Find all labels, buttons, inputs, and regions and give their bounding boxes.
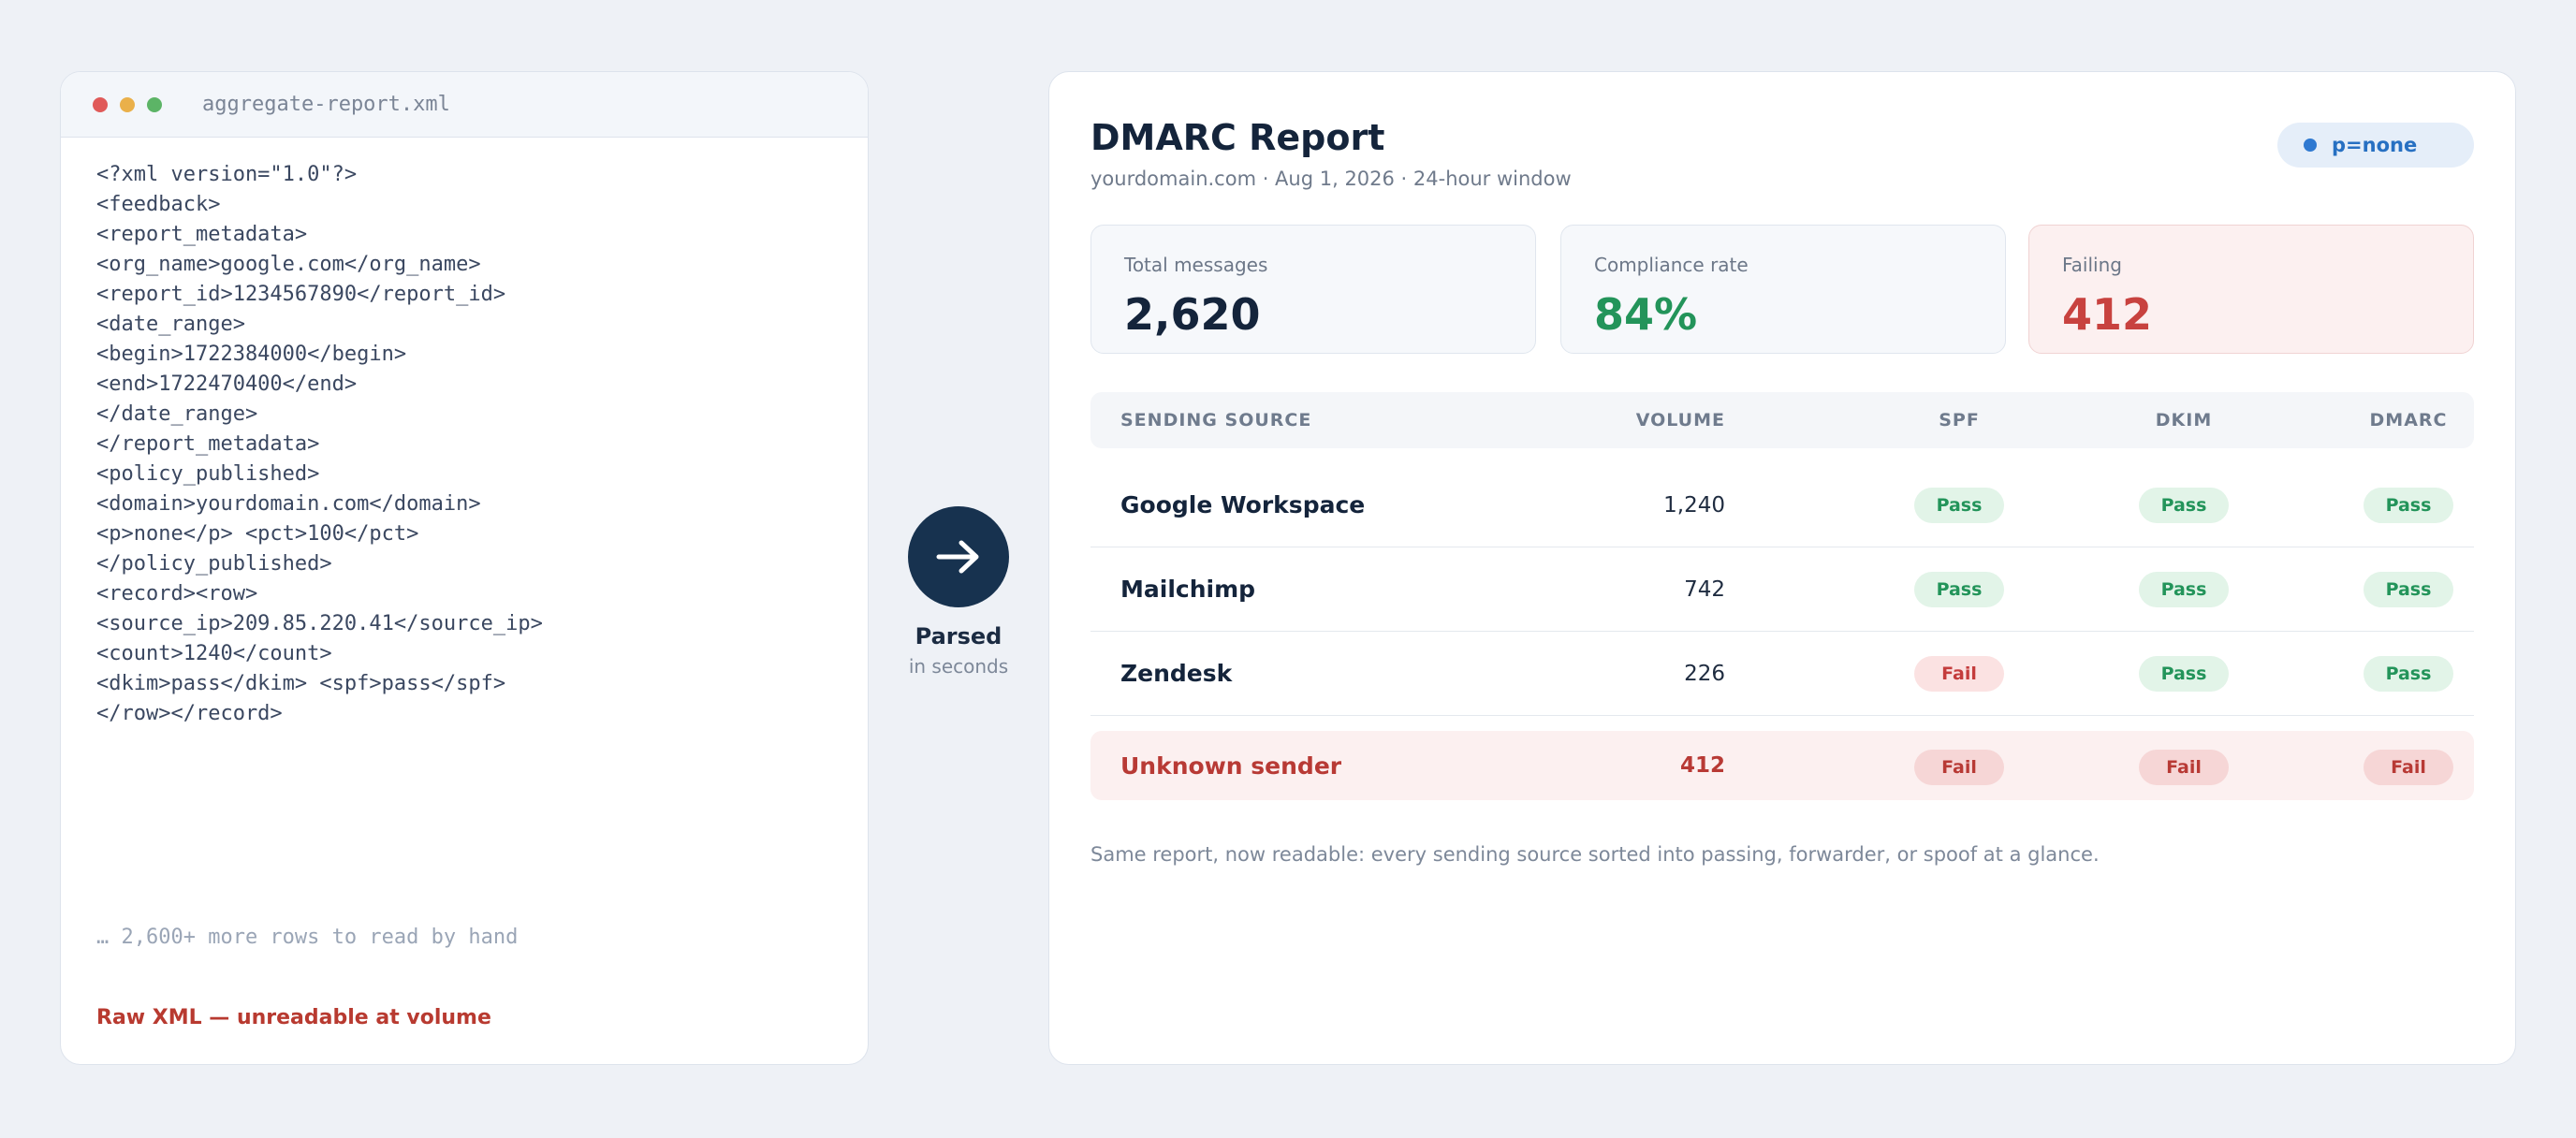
table-header: SENDING SOURCE VOLUME SPF DKIM DMARC: [1090, 392, 2474, 448]
xml-line: <org_name>google.com</org_name>: [96, 253, 481, 276]
stat-label: Compliance rate: [1594, 254, 1749, 276]
spf-status-badge: Fail: [1914, 656, 2004, 692]
source-name: Mailchimp: [1120, 576, 1256, 603]
table-row[interactable]: Zendesk 226 Fail Pass Pass: [1090, 632, 2474, 716]
xml-line: <date_range>: [96, 313, 245, 336]
parsed-label: Parsed: [915, 623, 1003, 649]
source-volume: 742: [1684, 576, 1725, 602]
xml-line: <p>none</p> <pct>100</pct>: [96, 522, 419, 546]
xml-window-titlebar: aggregate-report.xml: [61, 72, 868, 138]
xml-line: </date_range>: [96, 402, 258, 426]
stat-value: 412: [2062, 289, 2153, 340]
xml-code-block: <?xml version="1.0"?> <feedback> <report…: [61, 138, 868, 729]
table-row-unknown-sender[interactable]: Unknown sender 412 Fail Fail Fail: [1090, 731, 2474, 800]
stat-value: 84%: [1594, 289, 1698, 340]
dmarc-status-badge: Fail: [2364, 750, 2453, 785]
table-row[interactable]: Mailchimp 742 Pass Pass Pass: [1090, 547, 2474, 632]
xml-line: </row></record>: [96, 702, 283, 725]
column-header-spf[interactable]: SPF: [1939, 410, 1980, 430]
xml-line: <feedback>: [96, 193, 221, 216]
dkim-status-badge: Fail: [2139, 750, 2229, 785]
report-subtitle: yourdomain.com · Aug 1, 2026 · 24-hour w…: [1090, 168, 1572, 190]
column-header-volume[interactable]: VOLUME: [1635, 410, 1725, 430]
dkim-status-badge: Pass: [2139, 656, 2229, 692]
raw-xml-caption: Raw XML — unreadable at volume: [96, 1006, 491, 1029]
dmarc-report-panel: DMARC Report yourdomain.com · Aug 1, 202…: [1048, 71, 2516, 1065]
xml-line: </report_metadata>: [96, 432, 320, 456]
column-header-source[interactable]: SENDING SOURCE: [1120, 410, 1312, 430]
more-rows-note: … 2,600+ more rows to read by hand: [96, 926, 519, 949]
policy-badge-label: p=none: [2332, 134, 2418, 156]
close-window-dot[interactable]: [93, 96, 108, 112]
stat-card-total-messages: Total messages 2,620: [1090, 225, 1536, 354]
source-name: Unknown sender: [1120, 751, 1342, 780]
xml-line: <record><row>: [96, 582, 258, 605]
maximize-window-dot[interactable]: [147, 96, 162, 112]
xml-line: <source_ip>209.85.220.41</source_ip>: [96, 612, 543, 635]
table-row[interactable]: Google Workspace 1,240 Pass Pass Pass: [1090, 463, 2474, 547]
stat-label: Failing: [2062, 254, 2122, 276]
column-header-dkim[interactable]: DKIM: [2155, 410, 2213, 430]
source-name: Google Workspace: [1120, 491, 1366, 518]
stat-label: Total messages: [1124, 254, 1268, 276]
stat-value: 2,620: [1124, 289, 1261, 340]
spf-status-badge: Pass: [1914, 572, 2004, 607]
minimize-window-dot[interactable]: [120, 96, 135, 112]
spf-status-badge: Fail: [1914, 750, 2004, 785]
source-volume: 412: [1679, 753, 1725, 778]
xml-line: <policy_published>: [96, 462, 320, 486]
xml-line: <count>1240</count>: [96, 642, 332, 665]
spf-status-badge: Pass: [1914, 488, 2004, 523]
source-volume: 1,240: [1663, 492, 1725, 518]
dkim-status-badge: Pass: [2139, 572, 2229, 607]
xml-line: <?xml version="1.0"?>: [96, 163, 358, 186]
stat-card-failing: Failing 412: [2028, 225, 2474, 354]
source-volume: 226: [1684, 661, 1725, 686]
source-name: Zendesk: [1120, 660, 1233, 687]
xml-line: <domain>yourdomain.com</domain>: [96, 492, 481, 516]
report-footnote: Same report, now readable: every sending…: [1090, 843, 2100, 866]
xml-line: <report_id>1234567890</report_id>: [96, 283, 506, 306]
xml-line: <dkim>pass</dkim> <spf>pass</spf>: [96, 672, 506, 695]
column-header-dmarc[interactable]: DMARC: [2369, 410, 2448, 430]
stat-card-compliance-rate: Compliance rate 84%: [1560, 225, 2006, 354]
status-dot-icon: [2304, 139, 2317, 152]
dkim-status-badge: Pass: [2139, 488, 2229, 523]
xml-line: <report_metadata>: [96, 223, 308, 246]
xml-filename: aggregate-report.xml: [202, 93, 450, 116]
raw-xml-panel: aggregate-report.xml <?xml version="1.0"…: [60, 71, 869, 1065]
arrow-right-icon: [908, 506, 1009, 607]
parsed-sublabel: in seconds: [908, 655, 1009, 678]
policy-badge: p=none: [2277, 123, 2474, 168]
xml-line: <end>1722470400</end>: [96, 372, 358, 396]
page-title: DMARC Report: [1090, 117, 1385, 158]
dmarc-status-badge: Pass: [2364, 572, 2453, 607]
xml-line: <begin>1722384000</begin>: [96, 343, 407, 366]
dmarc-status-badge: Pass: [2364, 488, 2453, 523]
xml-line: </policy_published>: [96, 552, 332, 576]
dmarc-status-badge: Pass: [2364, 656, 2453, 692]
